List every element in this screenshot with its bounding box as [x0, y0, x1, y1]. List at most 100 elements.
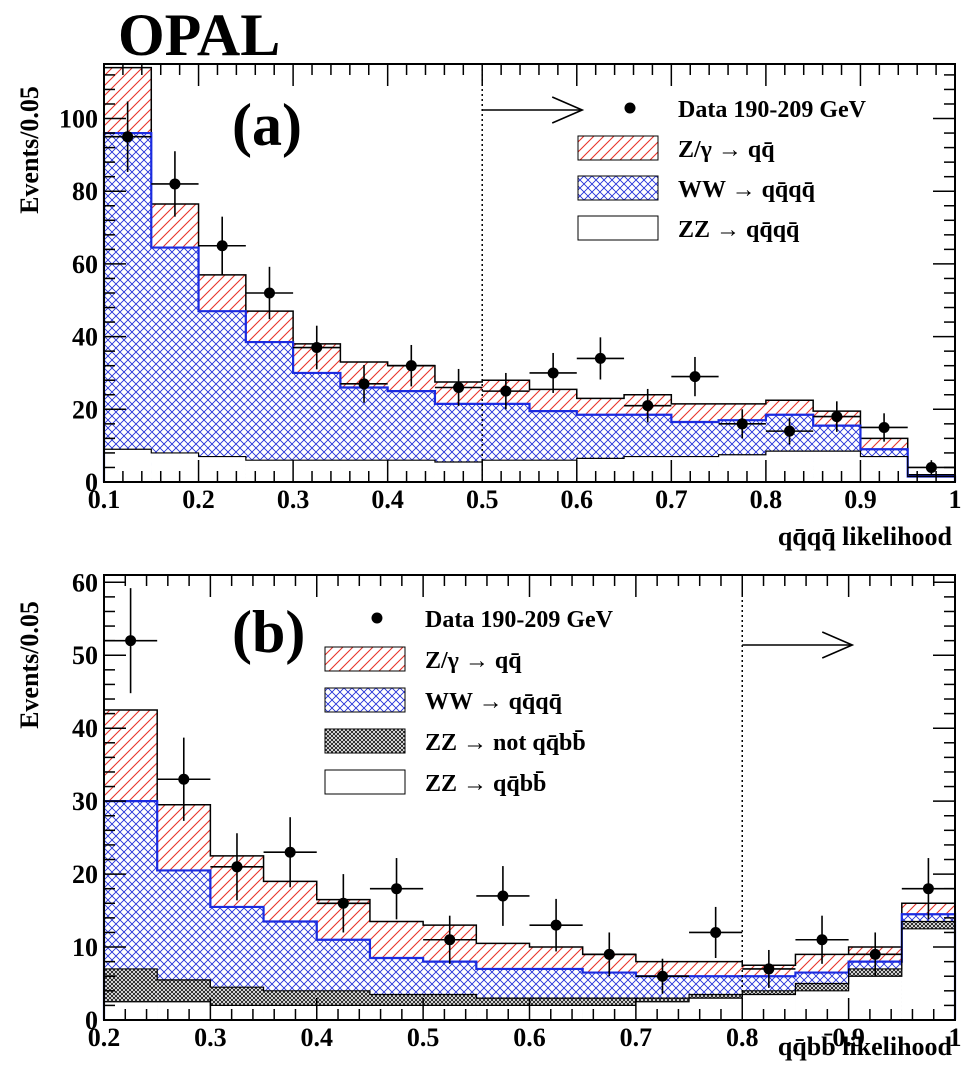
a-marker — [453, 381, 465, 393]
a-legend: Data 190-209 GeV Z/γ → qq̄ WW → qq̄qq̄ ZZ →… — [577, 97, 867, 243]
b-legend-label: ZZ → not qq̄bb̄ — [425, 730, 586, 756]
a-xtick-label: 0.7 — [655, 485, 688, 514]
a-data-point — [198, 216, 246, 275]
b-legend-swatch — [324, 687, 406, 713]
b-legend-swatch — [324, 769, 406, 795]
a-series-open — [104, 449, 955, 482]
a-ylabel: Events/0.05 — [15, 86, 44, 214]
a-data-point — [576, 337, 625, 380]
b-xtick-label: 0.8 — [726, 1023, 759, 1052]
a-data-point — [151, 151, 199, 217]
a-data-point — [293, 325, 341, 370]
a-outline-hatch-red — [103, 66, 956, 482]
a-bin — [529, 460, 577, 482]
b-data-point — [369, 858, 424, 920]
a-data-point — [482, 372, 530, 410]
b-marker — [391, 883, 403, 895]
a-marker — [405, 360, 417, 372]
a-bin — [813, 451, 861, 482]
b-legend-swatch — [324, 728, 406, 754]
b-bin — [795, 990, 849, 1020]
b-data-point — [263, 817, 317, 888]
a-bin — [907, 476, 955, 482]
a-xtick-label: 1 — [949, 485, 962, 514]
b-xtick-label: 0.6 — [513, 1023, 546, 1052]
b-data-points — [104, 588, 955, 994]
a-xtick-label: 0.2 — [182, 485, 215, 514]
b-marker — [656, 970, 668, 982]
b-legend-label: ZZ → qq̄bb̄ — [425, 771, 546, 797]
a-bin — [860, 456, 908, 482]
b-marker — [763, 963, 775, 975]
b-ytick-label: 0 — [85, 1006, 98, 1035]
b-bin — [689, 998, 743, 1020]
a-data-point — [104, 101, 152, 172]
b-cut-arrow — [742, 631, 855, 659]
b-ylabel: Events/0.05 — [15, 601, 44, 729]
a-outline-open — [103, 448, 956, 482]
b-xlabel: qq̄bb̄ likelihood — [778, 1032, 953, 1061]
a-bin — [765, 451, 814, 482]
b-data-point — [848, 932, 902, 977]
b-data-point — [582, 932, 636, 977]
a-bin — [434, 462, 483, 482]
a-marker — [784, 425, 796, 437]
a-data-point — [340, 364, 388, 403]
a-cut-arrow — [482, 96, 585, 124]
a-data-points — [104, 101, 955, 475]
b-xtick-label: 0.5 — [407, 1023, 440, 1052]
b-ytick-label: 10 — [72, 933, 98, 962]
a-bin — [624, 456, 672, 482]
a-data-point — [245, 266, 294, 320]
a-data-point — [387, 344, 435, 387]
a-bin — [245, 342, 294, 482]
b-marker — [603, 948, 615, 960]
a-marker — [216, 240, 228, 252]
a-legend-label: Z/γ → qq̄ — [678, 137, 775, 163]
a-legend-marker — [624, 102, 636, 114]
a-bin — [576, 458, 625, 482]
a-data-point — [813, 401, 861, 432]
b-marker — [550, 919, 562, 931]
b-bin — [901, 928, 955, 1020]
a-ytick-label: 100 — [59, 105, 98, 134]
a-marker — [642, 400, 654, 412]
b-marker — [816, 934, 828, 946]
a-xtick-label: 0.3 — [277, 485, 310, 514]
b-legend: Data 190-209 GeV Z/γ → qq̄ WW → qq̄qq̄ ZZ →… — [324, 607, 614, 797]
b-legend-entry: ZZ → not qq̄bb̄ — [324, 728, 586, 756]
panel-a: 0.1 0.2 0.3 0.4 0.5 0.6 0.7 0.8 0.9 1 0 20 40 60 80 100… — [15, 63, 962, 551]
a-bin — [718, 454, 766, 482]
b-legend-entry: Data 190-209 GeV — [371, 607, 614, 633]
b-bin — [476, 1005, 530, 1020]
a-data-point — [529, 352, 577, 393]
a-xtick-label: 0.5 — [466, 485, 499, 514]
b-marker — [178, 773, 190, 785]
b-bin — [104, 1001, 158, 1020]
b-legend-swatch — [324, 646, 406, 672]
b-legend-entry: ZZ → qq̄bb̄ — [324, 769, 546, 797]
a-marker — [831, 411, 843, 423]
a-ytick-label: 80 — [72, 177, 98, 206]
a-bin — [198, 311, 246, 482]
experiment-title: OPAL — [118, 2, 280, 68]
b-bin — [742, 994, 796, 1020]
a-axes: 0.1 0.2 0.3 0.4 0.5 0.6 0.7 0.8 0.9 1 0 20 40 60 80 100 — [59, 63, 962, 514]
a-bin — [387, 460, 435, 482]
a-legend-entry: Z/γ → qq̄ — [577, 135, 775, 163]
a-bin — [671, 456, 719, 482]
a-data-point — [718, 409, 766, 439]
a-legend-entry: ZZ → qq̄qq̄ — [577, 215, 800, 243]
b-xtick-label: 0.3 — [194, 1023, 227, 1052]
b-legend-entry: WW → qq̄qq̄ — [324, 687, 563, 715]
a-marker — [689, 371, 701, 383]
a-data-point — [671, 356, 719, 397]
b-ytick-label: 60 — [72, 568, 98, 597]
a-ytick-label: 0 — [85, 468, 98, 497]
b-ytick-label: 40 — [72, 714, 98, 743]
b-bin — [848, 976, 902, 1020]
b-xtick-label: 0.2 — [88, 1023, 121, 1052]
a-marker — [878, 421, 890, 433]
